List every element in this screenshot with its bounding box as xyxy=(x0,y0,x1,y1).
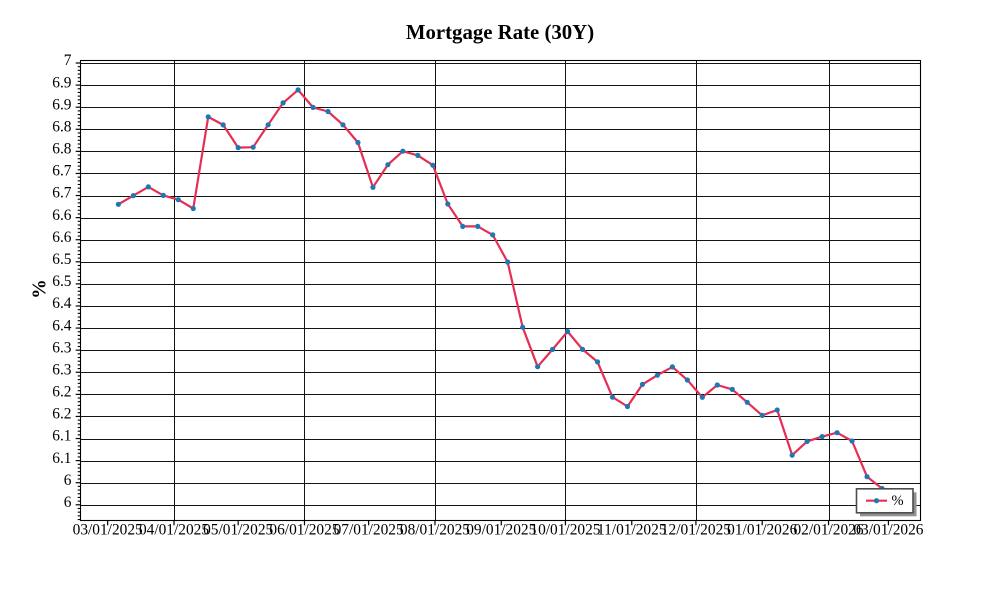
svg-text:6: 6 xyxy=(64,494,72,511)
svg-text:6.6: 6.6 xyxy=(52,207,72,224)
svg-text:12/01/2025: 12/01/2025 xyxy=(661,521,731,538)
svg-text:%: % xyxy=(892,493,904,509)
svg-text:6.9: 6.9 xyxy=(52,96,72,113)
svg-text:02/01/2026: 02/01/2026 xyxy=(793,521,863,538)
svg-text:6.4: 6.4 xyxy=(52,295,72,312)
svg-text:6.7: 6.7 xyxy=(52,163,72,180)
svg-text:01/01/2026: 01/01/2026 xyxy=(727,521,797,538)
svg-text:7: 7 xyxy=(64,52,72,69)
svg-text:05/01/2025: 05/01/2025 xyxy=(203,521,273,538)
svg-text:07/01/2025: 07/01/2025 xyxy=(334,521,404,538)
svg-text:08/01/2025: 08/01/2025 xyxy=(400,521,470,538)
svg-text:Mortgage Rate (30Y): Mortgage Rate (30Y) xyxy=(406,21,594,44)
svg-text:6.8: 6.8 xyxy=(52,141,72,158)
svg-text:6.1: 6.1 xyxy=(52,428,71,445)
svg-text:6.7: 6.7 xyxy=(52,185,72,202)
svg-text:10/01/2025: 10/01/2025 xyxy=(530,521,600,538)
svg-text:06/01/2025: 06/01/2025 xyxy=(269,521,339,538)
svg-text:6: 6 xyxy=(64,472,72,489)
svg-text:6.1: 6.1 xyxy=(52,450,71,467)
svg-text:6.9: 6.9 xyxy=(52,74,72,91)
svg-text:03/01/2025: 03/01/2025 xyxy=(73,521,143,538)
svg-text:6.8: 6.8 xyxy=(52,118,72,135)
svg-text:6.5: 6.5 xyxy=(52,251,72,268)
svg-text:6.3: 6.3 xyxy=(52,361,72,378)
svg-text:04/01/2025: 04/01/2025 xyxy=(139,521,209,538)
svg-text:09/01/2025: 09/01/2025 xyxy=(466,521,536,538)
svg-text:6.3: 6.3 xyxy=(52,339,72,356)
svg-text:6.2: 6.2 xyxy=(52,406,71,423)
svg-text:6.6: 6.6 xyxy=(52,229,72,246)
svg-text:03/01/2026: 03/01/2026 xyxy=(853,521,923,538)
svg-text:6.5: 6.5 xyxy=(52,273,72,290)
svg-text:%: % xyxy=(29,279,50,299)
svg-text:6.4: 6.4 xyxy=(52,317,72,334)
svg-text:6.2: 6.2 xyxy=(52,384,71,401)
svg-text:11/01/2025: 11/01/2025 xyxy=(597,521,667,538)
